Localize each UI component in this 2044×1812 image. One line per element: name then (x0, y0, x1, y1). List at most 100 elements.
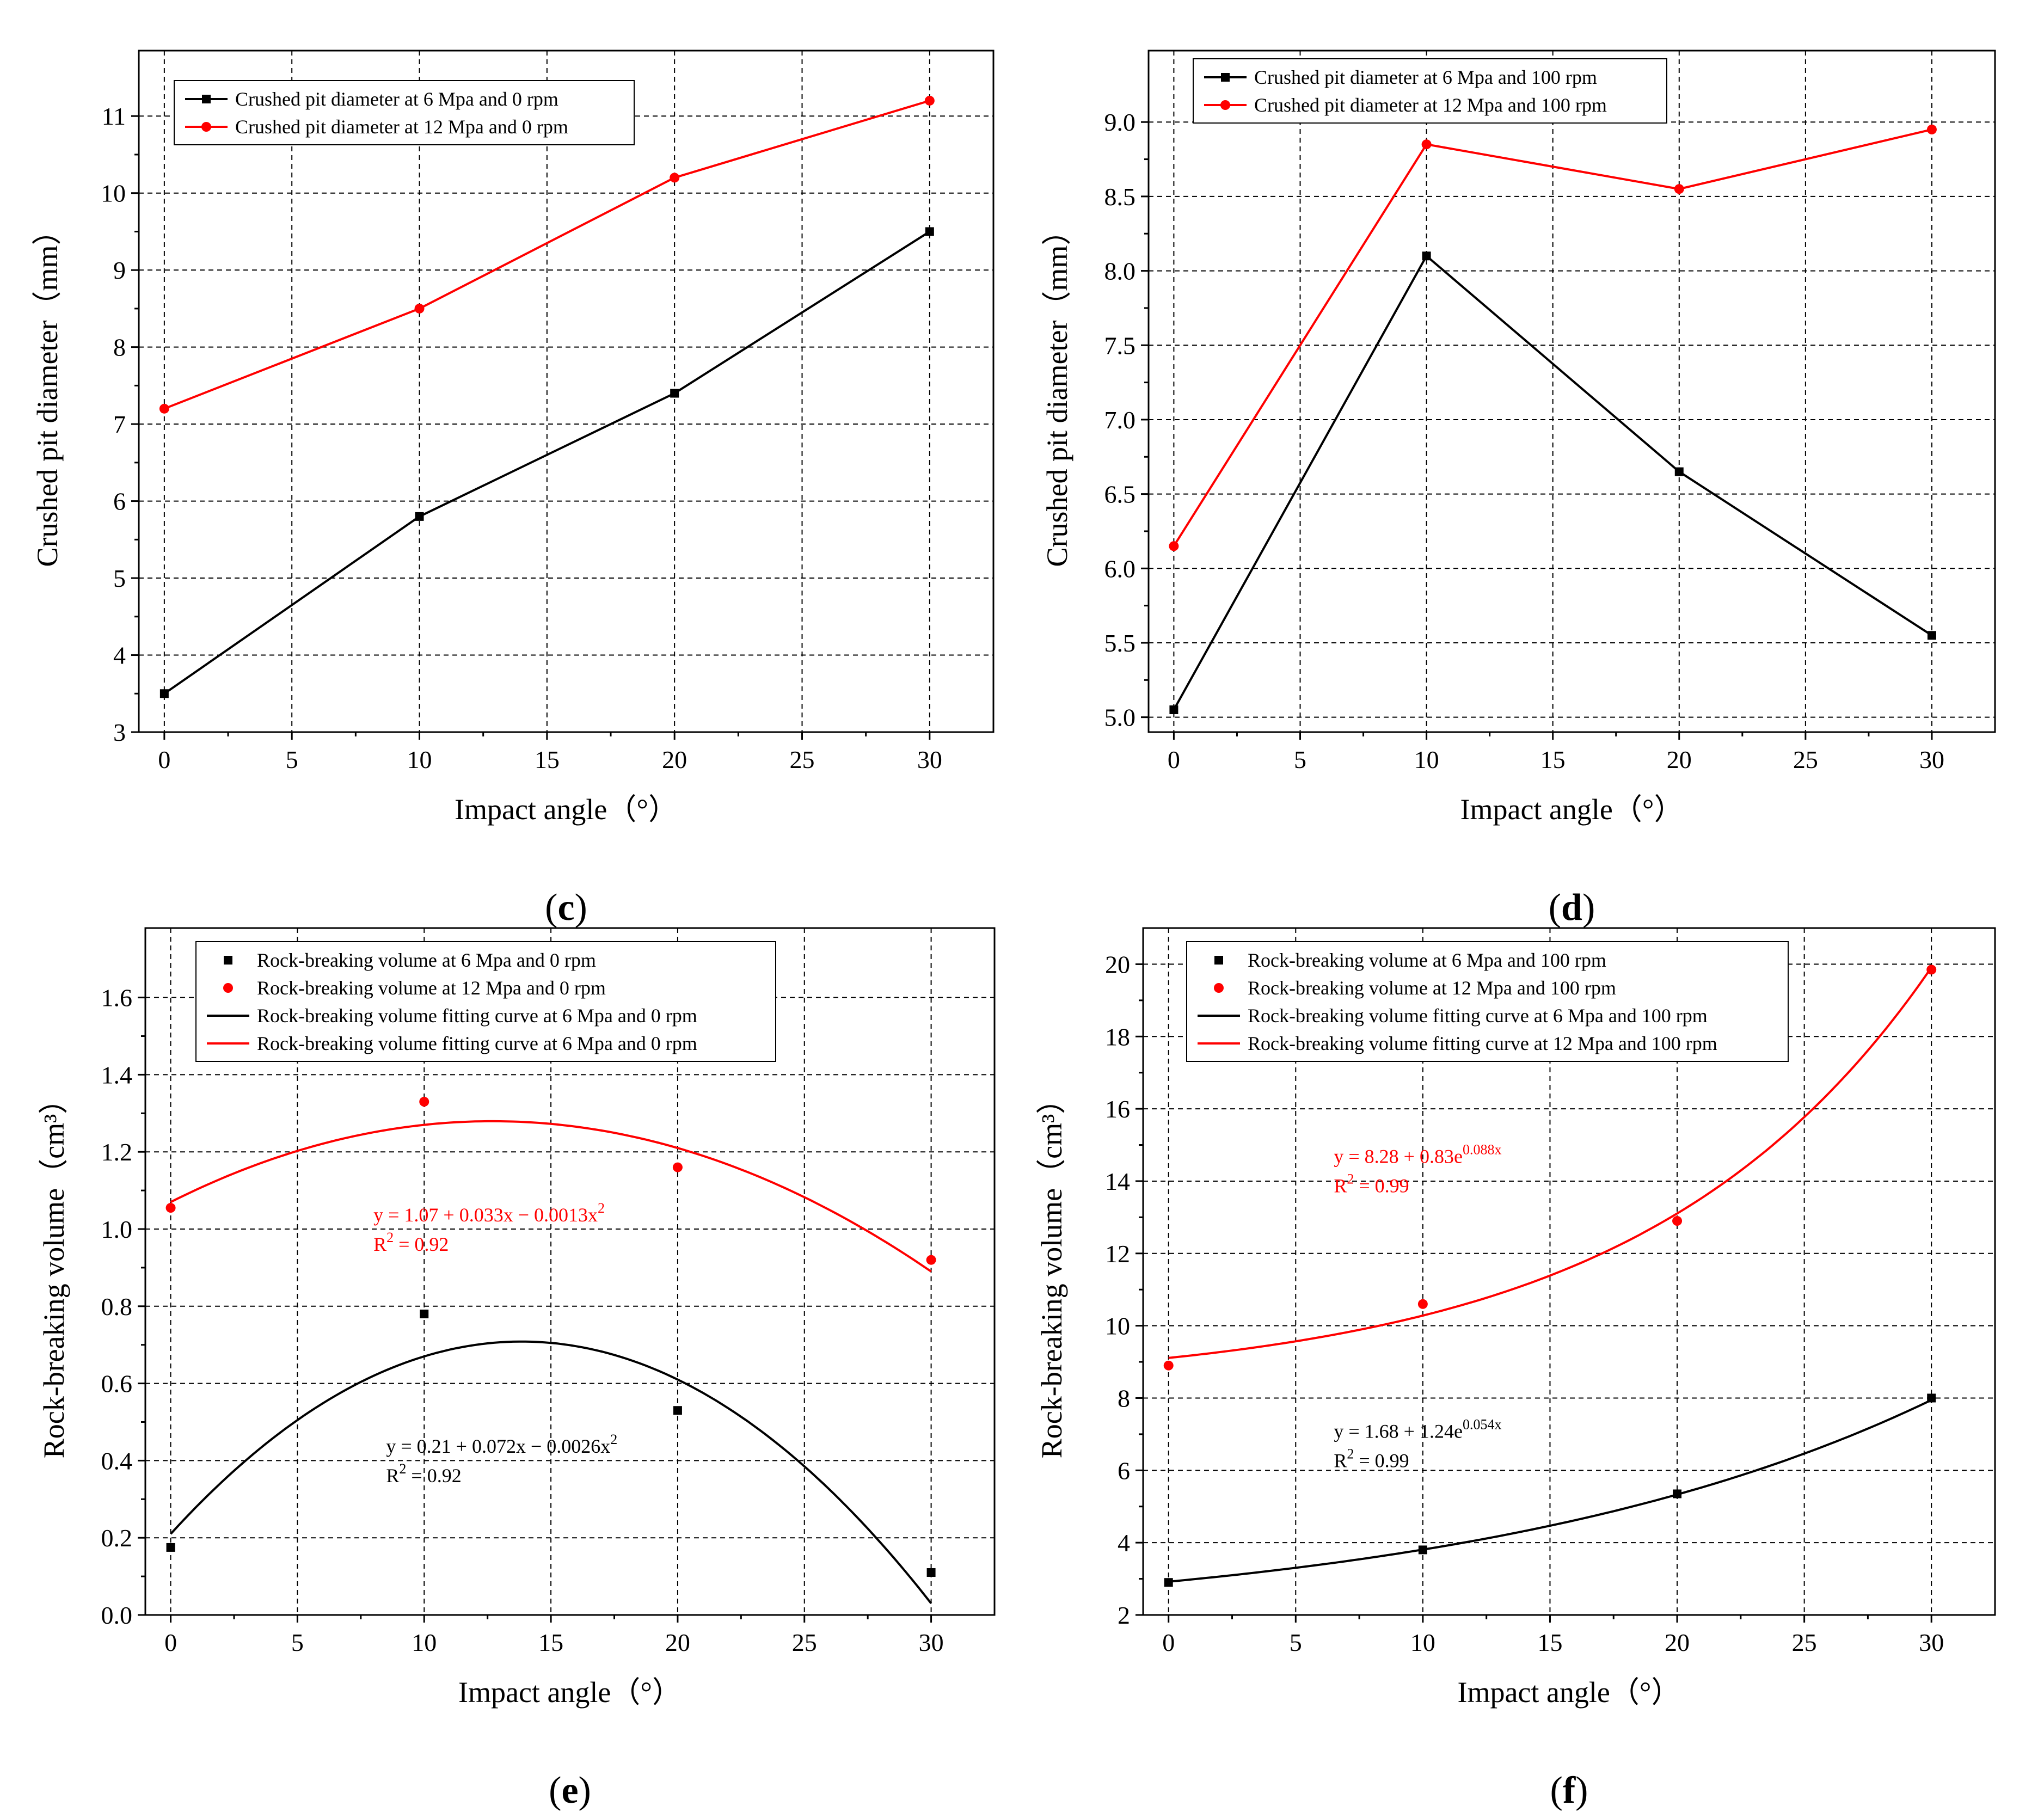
x-tick-label: 25 (790, 746, 815, 773)
fit-curve (170, 1340, 932, 1604)
y-axis-title: Crushed pit diameter（mm） (31, 216, 64, 567)
y-tick-label: 11 (102, 102, 126, 130)
legend-item: Rock-breaking volume at 6 Mpa and 100 rp… (1214, 949, 1606, 971)
plot-frame (1142, 927, 1996, 1616)
x-tick-label: 0 (164, 1629, 177, 1656)
fit-r-squared: R2 = 0.99 (1334, 1446, 1409, 1472)
x-axis-title: Impact angle（°） (458, 1676, 682, 1709)
fit-curve (170, 1120, 932, 1273)
chart-panel-d: 0 5 10 15 20 25 30 5.0 5.5 6.0 6.5 7.0 7.5 8.0 8.5 9.0 I… (1041, 50, 1996, 929)
x-tick-label: 10 (412, 1629, 437, 1656)
y-tick-label: 7 (113, 410, 126, 438)
x-tick-label: 20 (662, 746, 687, 773)
y-tick-label: 7.0 (1104, 406, 1136, 434)
x-tick-label: 15 (538, 1629, 563, 1656)
y-tick-label: 0.4 (101, 1447, 133, 1475)
data-point (926, 1568, 936, 1577)
y-tick-label: 0.8 (101, 1293, 133, 1320)
legend-label: Rock-breaking volume at 12 Mpa and 100 r… (1248, 977, 1616, 999)
series-line (164, 100, 930, 410)
plot-frame (144, 927, 996, 1616)
fit-r-squared: R2 = 0.92 (386, 1461, 461, 1487)
legend: Crushed pit diameter at 6 Mpa and 100 rp… (1193, 58, 1667, 124)
y-tick-label: 10 (1105, 1312, 1130, 1340)
x-tick-label: 30 (919, 1629, 944, 1656)
panel-label: (c) (545, 887, 587, 929)
data-point (420, 1309, 429, 1318)
data-point (159, 689, 169, 698)
legend-item: Rock-breaking volume at 12 Mpa and 100 r… (1214, 977, 1616, 999)
y-tick-label: 5.0 (1104, 704, 1136, 732)
data-point (672, 1162, 683, 1172)
legend: Crushed pit diameter at 6 Mpa and 0 rpm C… (174, 80, 635, 145)
y-tick-label: 1.6 (101, 984, 133, 1012)
y-tick-label: 16 (1105, 1095, 1130, 1123)
data-point (165, 1203, 176, 1213)
fit-r-squared: R2 = 0.92 (373, 1230, 449, 1255)
legend-item: Crushed pit diameter at 12 Mpa and 0 rpm (185, 116, 568, 138)
x-tick-label: 20 (1665, 1629, 1690, 1656)
panel-label: (f) (1550, 1770, 1588, 1811)
x-tick-label: 0 (1168, 746, 1180, 773)
legend-box (195, 941, 776, 1062)
x-axis-title: Impact angle（°） (455, 793, 678, 826)
y-tick-label: 3 (113, 718, 126, 746)
plot-frame (138, 50, 995, 733)
data-point (926, 1255, 936, 1265)
legend-label: Rock-breaking volume fitting curve at 6 … (1248, 1005, 1708, 1027)
y-tick-label: 5.5 (1104, 629, 1136, 657)
x-tick-label: 5 (1294, 746, 1306, 773)
y-tick-label: 1.4 (101, 1061, 133, 1089)
x-tick-label: 0 (1162, 1629, 1175, 1656)
y-axis-title: Rock-breaking volume（cm³） (38, 1085, 70, 1459)
data-point (414, 303, 425, 314)
data-point (1674, 467, 1684, 476)
fit-equation: y = 1.68 + 1.24e0.054x (1334, 1417, 1501, 1442)
plot-frame (1147, 50, 1996, 733)
y-axis-title: Crushed pit diameter（mm） (1041, 216, 1073, 567)
series-line (163, 230, 930, 695)
x-tick-label: 30 (1919, 1629, 1944, 1656)
y-tick-label: 1.2 (101, 1138, 133, 1166)
data-point (1417, 1299, 1428, 1309)
series-line (1173, 128, 1932, 547)
fit-curve (1168, 967, 1932, 1359)
x-tick-label: 15 (535, 746, 560, 773)
legend-marker (202, 95, 211, 103)
x-tick-label: 25 (792, 1629, 817, 1656)
legend-marker (224, 956, 232, 965)
y-tick-label: 0.2 (101, 1524, 133, 1552)
legend-item: Crushed pit diameter at 12 Mpa and 100 r… (1204, 94, 1607, 116)
data-point (419, 1097, 429, 1107)
fit-equation: y = 1.07 + 0.033x − 0.0013x2 (373, 1200, 605, 1226)
legend-marker (223, 983, 233, 993)
x-axis-title: Impact angle（°） (1460, 793, 1684, 826)
legend-marker (1220, 100, 1230, 110)
fit-equation: y = 8.28 + 0.83e0.088x (1334, 1142, 1501, 1168)
data-point (670, 173, 680, 183)
data-point (415, 512, 424, 521)
y-tick-label: 20 (1105, 950, 1130, 978)
legend-item: Crushed pit diameter at 6 Mpa and 100 rp… (1204, 66, 1597, 88)
legend-label: Rock-breaking volume fitting curve at 12… (1248, 1033, 1717, 1054)
x-tick-label: 10 (407, 746, 432, 773)
panel-label: (d) (1549, 887, 1595, 929)
x-tick-label: 25 (1792, 1629, 1817, 1656)
y-tick-label: 8.5 (1104, 183, 1136, 211)
legend-label: Rock-breaking volume fitting curve at 6 … (257, 1005, 697, 1027)
legend: Rock-breaking volume at 6 Mpa and 0 rpm R… (195, 941, 776, 1062)
legend-label: Rock-breaking volume at 6 Mpa and 0 rpm (257, 949, 596, 971)
legend-box (1186, 941, 1789, 1062)
y-tick-label: 4 (1118, 1529, 1130, 1557)
data-point (1164, 1578, 1173, 1587)
y-tick-label: 9.0 (1104, 108, 1136, 136)
x-tick-label: 25 (1793, 746, 1818, 773)
data-point (159, 403, 169, 414)
legend-label: Rock-breaking volume at 12 Mpa and 0 rpm (257, 977, 606, 999)
data-point (1169, 541, 1179, 551)
legend-label: Rock-breaking volume at 6 Mpa and 100 rp… (1248, 949, 1606, 971)
y-tick-label: 6.5 (1104, 481, 1136, 508)
y-tick-label: 12 (1105, 1240, 1130, 1268)
legend-label: Rock-breaking volume fitting curve at 6 … (257, 1033, 697, 1054)
x-tick-label: 5 (1290, 1629, 1302, 1656)
